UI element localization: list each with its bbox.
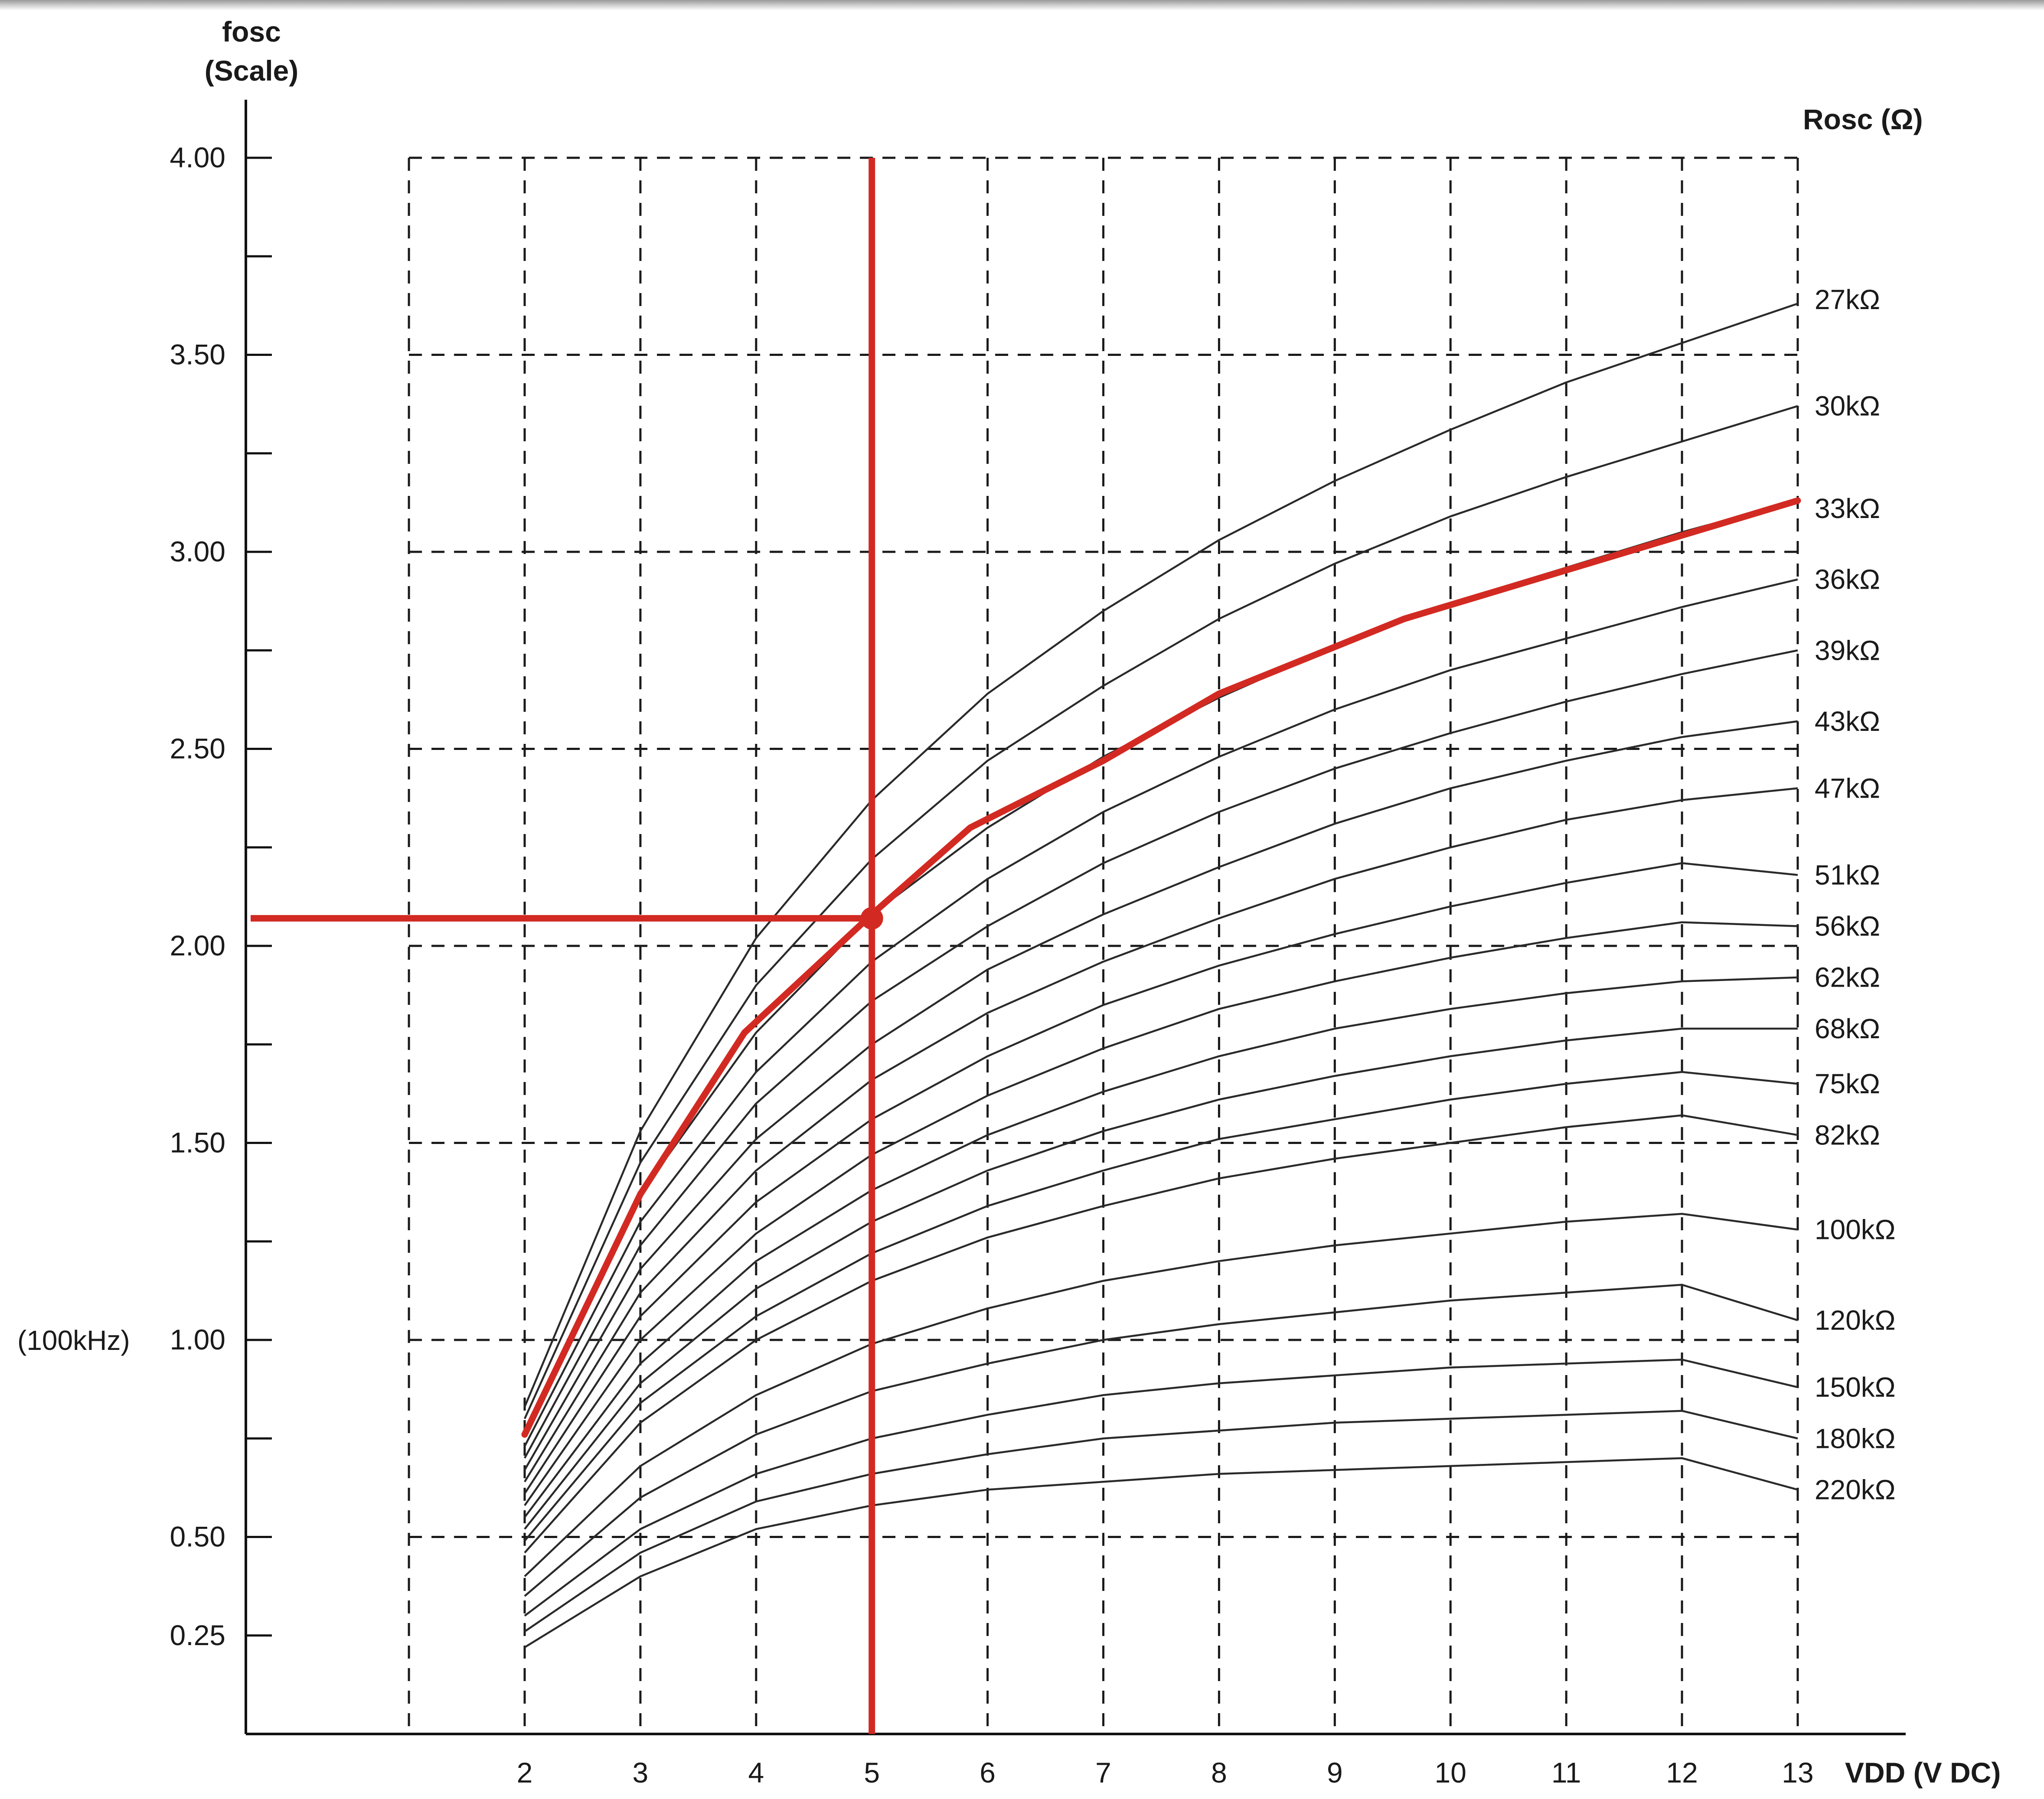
y-tick-label: 3.50	[170, 339, 225, 371]
series-label: 75kΩ	[1815, 1068, 1880, 1099]
y-tick-label: 2.50	[170, 733, 225, 765]
y-annotation: (100kHz)	[17, 1325, 130, 1356]
x-tick-label: 7	[1095, 1757, 1111, 1789]
series-line	[524, 787, 1798, 1483]
series-label: 27kΩ	[1815, 284, 1880, 315]
series-label: 36kΩ	[1815, 564, 1880, 595]
highlight-overlay	[251, 158, 1801, 1734]
series-line	[524, 1071, 1798, 1542]
x-tick-label: 10	[1435, 1757, 1466, 1789]
series-label: 51kΩ	[1815, 859, 1880, 890]
axes	[245, 100, 1906, 1735]
series-line	[524, 1114, 1798, 1554]
series-line	[524, 1410, 1798, 1633]
series-label: 56kΩ	[1815, 911, 1880, 942]
series-line	[524, 862, 1798, 1494]
series-line	[524, 1284, 1798, 1597]
series-label: 43kΩ	[1815, 706, 1880, 737]
x-axis-title: VDD (V DC)	[1845, 1757, 2001, 1789]
series-line	[524, 649, 1798, 1459]
series-label: 68kΩ	[1815, 1013, 1880, 1044]
x-tick-label: 4	[748, 1757, 764, 1789]
x-tick-label: 6	[980, 1757, 996, 1789]
highlight-series-line	[521, 497, 1801, 1438]
series-label: 39kΩ	[1815, 635, 1880, 666]
y-tick-label: 2.00	[170, 929, 225, 961]
y-axis-title-line2: (Scale)	[205, 55, 298, 87]
x-tick-label: 13	[1782, 1757, 1813, 1789]
series-label: 30kΩ	[1815, 391, 1880, 422]
legend-title: Rosc (Ω)	[1803, 103, 1923, 135]
labels: fosc (Scale) Rosc (Ω) VDD (V DC) (100kHz…	[17, 16, 2001, 1789]
x-tick-label: 2	[517, 1757, 533, 1789]
series-line	[524, 720, 1798, 1471]
series-line	[524, 1027, 1798, 1530]
series-label: 47kΩ	[1815, 772, 1880, 804]
series-line	[524, 1359, 1798, 1617]
series-line	[523, 499, 1798, 1435]
x-tick-label: 11	[1551, 1757, 1581, 1789]
x-tick-label: 5	[864, 1757, 880, 1789]
x-tick-label: 3	[633, 1757, 649, 1789]
series-label: 220kΩ	[1815, 1474, 1896, 1505]
window-top-border	[0, 0, 2044, 10]
series-label: 62kΩ	[1815, 962, 1880, 993]
series-line	[523, 405, 1798, 1419]
grid	[408, 156, 1799, 1734]
series-label: 150kΩ	[1815, 1372, 1896, 1403]
series-label: 100kΩ	[1815, 1214, 1896, 1245]
y-tick-label: 4.00	[170, 141, 225, 173]
series-label: 120kΩ	[1815, 1305, 1896, 1336]
highlight-marker	[860, 907, 883, 930]
series-label: 33kΩ	[1815, 493, 1880, 524]
y-tick-label: 1.00	[170, 1323, 225, 1356]
series-line	[524, 1212, 1798, 1577]
curves	[523, 303, 1798, 1648]
series-line	[523, 303, 1798, 1408]
series-line	[523, 578, 1798, 1447]
y-tick-label: 3.00	[170, 535, 225, 567]
x-tick-label: 9	[1327, 1757, 1343, 1789]
y-axis-title-line1: fosc	[222, 16, 281, 48]
y-tick-label: 0.50	[170, 1521, 225, 1553]
y-tick-label: 0.25	[170, 1619, 225, 1651]
x-tick-label: 8	[1211, 1757, 1227, 1789]
y-tick-label: 1.50	[170, 1127, 225, 1159]
series-label: 180kΩ	[1815, 1423, 1896, 1454]
x-tick-label: 12	[1666, 1757, 1698, 1789]
series-line	[524, 976, 1798, 1518]
series-line	[524, 1457, 1798, 1648]
series-label: 82kΩ	[1815, 1119, 1880, 1150]
series-line	[524, 921, 1798, 1506]
